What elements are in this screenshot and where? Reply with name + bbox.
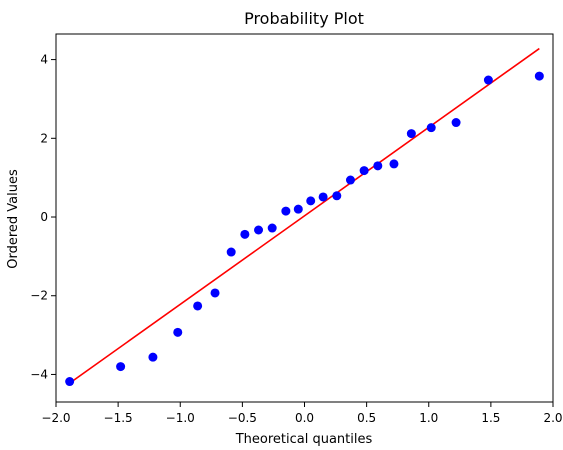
data-point (148, 352, 158, 362)
data-point (451, 118, 461, 128)
x-axis-label: Theoretical quantiles (235, 432, 373, 447)
x-tick-label: 2.0 (543, 411, 562, 425)
x-tick-label: 1.0 (419, 411, 438, 425)
data-point (173, 327, 183, 337)
data-point (193, 301, 203, 311)
data-point (226, 247, 236, 257)
data-point (389, 159, 399, 169)
plot-area (55, 33, 554, 403)
y-tick-label: −2 (30, 289, 48, 303)
x-tick-label: −1.5 (104, 411, 133, 425)
data-point (254, 225, 264, 235)
data-point (240, 229, 250, 239)
axes-background (56, 34, 553, 402)
y-tick-label: 2 (40, 131, 48, 145)
data-point (65, 377, 75, 387)
data-point (306, 196, 316, 206)
y-tick-label: −4 (30, 367, 48, 381)
data-point (534, 71, 544, 81)
data-point (116, 362, 126, 372)
data-point (373, 161, 383, 171)
y-tick-label: 4 (40, 53, 48, 67)
chart-title: Probability Plot (244, 9, 364, 28)
data-point (483, 75, 493, 85)
data-points-layer (65, 71, 544, 387)
data-point (406, 129, 416, 139)
data-point (267, 223, 277, 233)
x-tick-label: −2.0 (41, 411, 70, 425)
x-tick-label: 0.0 (295, 411, 314, 425)
data-point (332, 191, 342, 201)
data-point (293, 204, 303, 214)
data-point (210, 288, 220, 298)
y-axis-label: Ordered Values (6, 169, 21, 269)
data-point (359, 166, 369, 176)
x-tick-label: −1.0 (166, 411, 195, 425)
x-tick-label: 0.5 (357, 411, 376, 425)
x-tick-label: 1.5 (481, 411, 500, 425)
data-point (345, 175, 355, 185)
y-tick-label: 0 (40, 210, 48, 224)
x-axis-ticks: −2.0 −1.5 −1.0 −0.5 0.0 0.5 1.0 1.5 2.0 (41, 402, 563, 425)
y-axis-ticks: −4 −2 0 2 4 (30, 53, 56, 381)
data-point (426, 123, 436, 133)
data-point (281, 206, 291, 216)
x-tick-label: −0.5 (228, 411, 257, 425)
fit-line (69, 47, 540, 384)
data-point (318, 192, 328, 202)
fit-line-layer (69, 47, 540, 384)
